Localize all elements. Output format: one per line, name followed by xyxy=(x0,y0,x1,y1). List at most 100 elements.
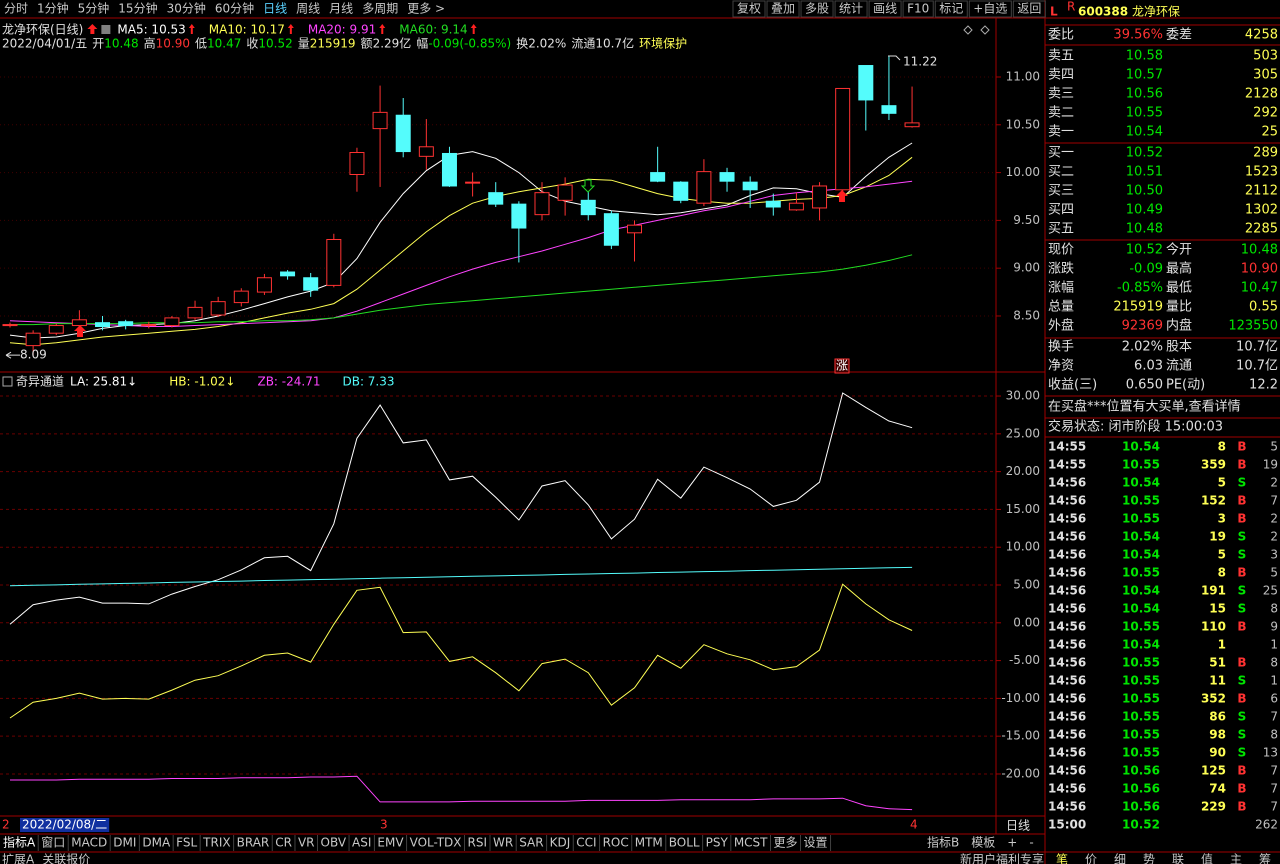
toolbar-tab[interactable]: 月线 xyxy=(329,2,353,16)
indicator-tab[interactable]: EMV xyxy=(377,836,404,850)
indicator-tab[interactable]: ROC xyxy=(603,836,629,850)
indicator-tab[interactable]: CR xyxy=(275,836,292,850)
indicator-tab[interactable]: 指标B xyxy=(927,835,959,850)
toolbar-tab[interactable]: 30分钟 xyxy=(167,1,206,16)
candle-body xyxy=(48,325,64,334)
bottom-tab[interactable]: 扩展A xyxy=(2,853,35,864)
trade-count: 7 xyxy=(1270,764,1278,778)
candle-body xyxy=(95,322,111,327)
stat-label: PE(动) xyxy=(1166,378,1205,393)
toolbar-tab[interactable]: 更多 > xyxy=(407,2,445,16)
side-tab[interactable]: 联 xyxy=(1172,853,1184,864)
trade-side: B xyxy=(1237,764,1246,778)
diamond-icon xyxy=(963,25,973,35)
indicator-tab[interactable]: RSI xyxy=(468,836,488,850)
indicator-tab[interactable]: DMI xyxy=(113,836,136,850)
trade-count: 19 xyxy=(1263,458,1278,472)
side-tab[interactable]: 笔 xyxy=(1056,852,1068,864)
book-price: 10.56 xyxy=(1126,87,1163,102)
info-label: 开 xyxy=(92,37,104,51)
indicator-tab[interactable]: WR xyxy=(493,836,513,850)
toolbar-button[interactable]: 复权 xyxy=(737,2,761,16)
toolbar-tab[interactable]: 周线 xyxy=(296,2,320,16)
promo[interactable]: 新用户福利专享 xyxy=(960,852,1044,864)
stat-value: 10.90 xyxy=(1241,262,1278,277)
stat-value: 10.7亿 xyxy=(1236,359,1278,374)
toolbar-button[interactable]: 叠加 xyxy=(771,2,795,16)
book-label: 买二 xyxy=(1048,165,1074,180)
indicator-tab[interactable]: SAR xyxy=(519,836,543,850)
trade-count: 8 xyxy=(1270,656,1278,670)
trade-price: 10.54 xyxy=(1122,440,1160,454)
indicator-tab[interactable]: 更多 xyxy=(774,836,798,850)
indicator-tab[interactable]: FSL xyxy=(176,836,197,850)
stat-label: 换手 xyxy=(1048,340,1074,355)
trade-volume: 125 xyxy=(1201,764,1226,778)
toolbar-tab[interactable]: 多周期 xyxy=(362,2,398,16)
trade-side: B xyxy=(1237,566,1246,580)
toolbar-tab[interactable]: 日线 xyxy=(263,2,287,16)
indicator-tab[interactable]: - xyxy=(1029,836,1033,850)
side-tab[interactable]: 主 xyxy=(1230,853,1242,864)
indicator-tab[interactable]: VOL-TDX xyxy=(410,836,462,850)
toolbar-button[interactable]: 统计 xyxy=(839,2,863,16)
toolbar-tab[interactable]: 60分钟 xyxy=(215,1,254,16)
indicator-tab[interactable]: TRIX xyxy=(202,836,230,850)
side-tab[interactable]: 筹 xyxy=(1259,853,1271,864)
candle-body xyxy=(372,111,388,130)
book-label: 买一 xyxy=(1048,146,1074,161)
candle-body xyxy=(696,171,712,204)
indicator-tab[interactable]: PSY xyxy=(706,836,729,850)
toolbar-button[interactable]: +自选 xyxy=(973,2,1007,16)
trade-count: 2 xyxy=(1270,512,1278,526)
side-tab[interactable]: 细 xyxy=(1114,853,1126,864)
toolbar-button[interactable]: 标记 xyxy=(939,2,963,16)
candle-body xyxy=(280,271,296,277)
indicator-tab[interactable]: 指标A xyxy=(3,835,36,850)
indicator-tab[interactable]: BOLL xyxy=(669,836,700,850)
trade-price: 10.55 xyxy=(1122,692,1160,706)
indicator-tab[interactable]: MCST xyxy=(734,836,768,850)
info-value: 215919 xyxy=(310,37,356,51)
indicator-tab[interactable]: MACD xyxy=(71,836,107,850)
trade-time: 14:56 xyxy=(1048,764,1086,778)
value: 39.56% xyxy=(1113,28,1163,43)
indicator-tab[interactable]: DMA xyxy=(142,836,171,850)
stat-label: 最低 xyxy=(1166,281,1192,296)
indicator-tab[interactable]: CCI xyxy=(576,836,596,850)
trade-time: 15:00 xyxy=(1048,818,1086,832)
indicator-tab[interactable]: + xyxy=(1007,836,1017,850)
indicator-tab[interactable]: MTM xyxy=(635,836,663,850)
trade-count: 2 xyxy=(1270,476,1278,490)
trade-time: 14:55 xyxy=(1048,458,1086,472)
side-tab[interactable]: 势 xyxy=(1143,853,1155,864)
notice[interactable]: 在买盘***位置有大买单,查看详情 xyxy=(1048,399,1241,415)
toolbar-tab[interactable]: 1分钟 xyxy=(37,1,69,16)
candle-body xyxy=(233,290,249,304)
toolbar-tab[interactable]: 分时 xyxy=(4,2,28,16)
indicator-tab[interactable]: 模板 xyxy=(971,836,995,850)
toolbar-button[interactable]: 画线 xyxy=(873,2,897,16)
toolbar-button[interactable]: 多股 xyxy=(805,2,829,16)
side-tab[interactable]: 值 xyxy=(1201,852,1213,864)
info-value: 10.47 xyxy=(207,37,241,51)
toolbar-tab[interactable]: 15分钟 xyxy=(118,1,157,16)
indicator-tab[interactable]: OBV xyxy=(321,836,347,850)
trade-side: S xyxy=(1238,584,1247,598)
flag: R xyxy=(1067,0,1075,14)
toolbar-button[interactable]: 返回 xyxy=(1017,2,1041,16)
indicator-tab[interactable]: 窗口 xyxy=(41,836,65,850)
side-tab[interactable]: 价 xyxy=(1085,853,1097,864)
stat-value: 215919 xyxy=(1113,300,1163,315)
toolbar-tab[interactable]: 5分钟 xyxy=(78,1,110,16)
candle-body xyxy=(465,181,481,184)
indicator-tab[interactable]: ASI xyxy=(352,836,371,850)
indicator-tab[interactable]: BRAR xyxy=(237,836,270,850)
indicator-tab[interactable]: VR xyxy=(298,836,315,850)
indicator-tab[interactable]: KDJ xyxy=(550,836,571,850)
x-axis-label: 2 xyxy=(2,818,10,832)
bottom-tab[interactable]: 关联报价 xyxy=(42,852,90,864)
toolbar-button[interactable]: F10 xyxy=(907,2,929,16)
indicator-tab[interactable]: 设置 xyxy=(804,836,828,850)
